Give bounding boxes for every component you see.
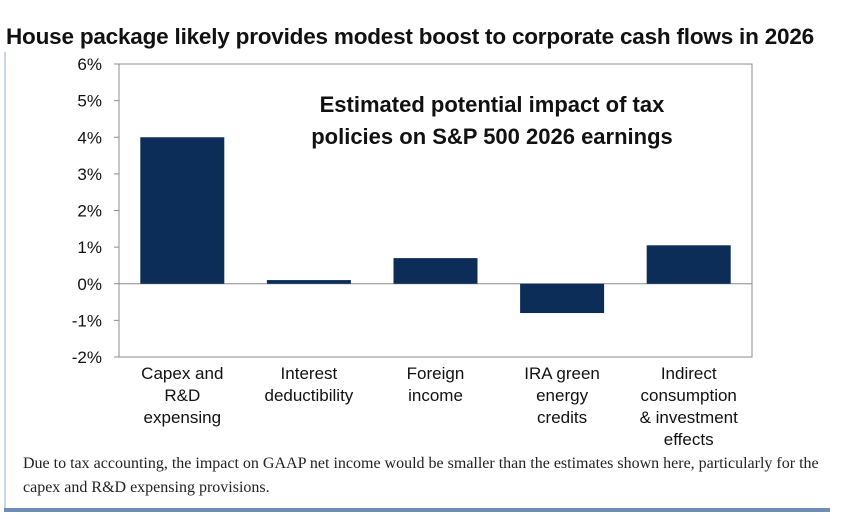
x-tick-label: & investment	[640, 408, 739, 427]
bar	[140, 137, 225, 284]
y-tick-label: 6%	[77, 55, 102, 74]
x-tick-label: credits	[537, 408, 587, 427]
x-tick-label: Foreign	[407, 364, 465, 383]
y-tick-label: -2%	[72, 348, 102, 367]
x-tick-label: Capex and	[141, 364, 223, 383]
chart-title-line: Estimated potential impact of tax	[320, 92, 665, 117]
bar	[393, 258, 478, 284]
x-tick-label: effects	[664, 430, 714, 449]
y-tick-label: 4%	[77, 128, 102, 147]
y-tick-label: 5%	[77, 92, 102, 111]
x-tick-label: energy	[536, 386, 588, 405]
left-accent-rule	[4, 52, 6, 508]
bottom-accent-rule	[4, 508, 830, 512]
footnote: Due to tax accounting, the impact on GAA…	[23, 455, 819, 496]
y-tick-label: -1%	[72, 311, 102, 330]
x-tick-label: consumption	[641, 386, 737, 405]
y-tick-label: 3%	[77, 165, 102, 184]
bar-chart: -2% -1% 0% 1% 2% 3% 4% 5% 6% Capex and R&D expensin…	[72, 55, 753, 449]
y-tick-label: 2%	[77, 202, 102, 221]
x-tick-label: deductibility	[264, 386, 353, 405]
y-tick-label: 0%	[77, 275, 102, 294]
x-tick-label: income	[408, 386, 463, 405]
bar	[646, 245, 731, 284]
x-tick-label: Indirect	[661, 364, 717, 383]
x-tick-label: expensing	[144, 408, 222, 427]
chart-container: -2% -1% 0% 1% 2% 3% 4% 5% 6% Capex and R&D expensin…	[0, 52, 843, 457]
y-tick-label: 1%	[77, 238, 102, 257]
bar	[266, 280, 351, 284]
x-tick-label: Interest	[281, 364, 338, 383]
x-tick-label: IRA green	[524, 364, 600, 383]
chart-title-line: policies on S&P 500 2026 earnings	[311, 124, 673, 149]
bar	[520, 283, 605, 314]
headline: House package likely provides modest boo…	[6, 24, 814, 49]
x-tick-label: R&D	[164, 386, 200, 405]
